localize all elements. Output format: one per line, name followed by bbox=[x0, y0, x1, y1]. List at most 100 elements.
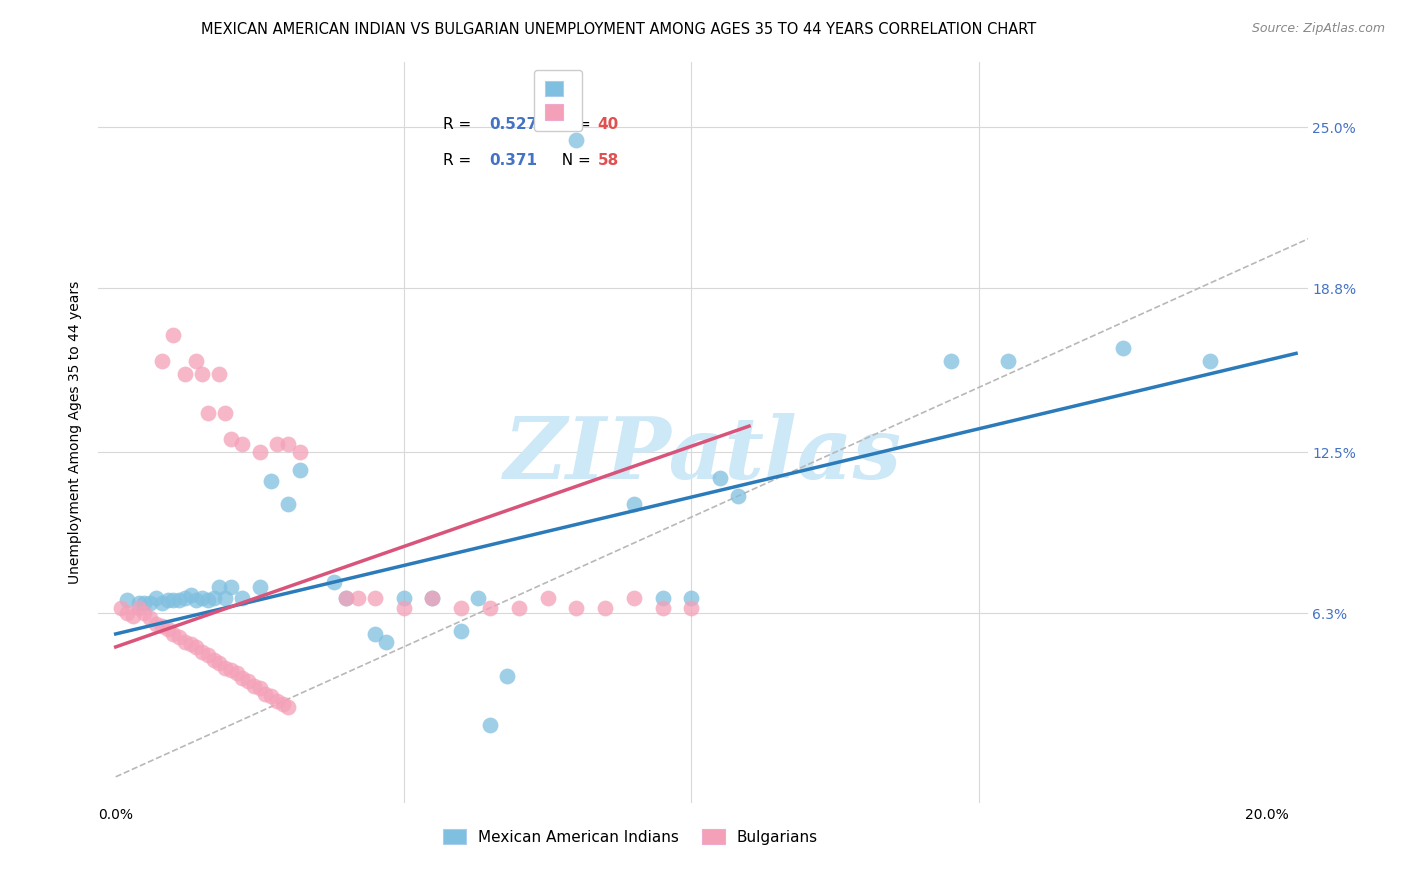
Point bbox=[150, 354, 173, 368]
Point bbox=[122, 608, 145, 623]
Point bbox=[128, 596, 150, 610]
Point bbox=[202, 653, 225, 667]
Point bbox=[335, 591, 357, 605]
Point bbox=[128, 601, 150, 615]
Point bbox=[277, 699, 299, 714]
Point bbox=[478, 718, 501, 732]
Point bbox=[225, 665, 247, 680]
Point bbox=[651, 601, 673, 615]
Point bbox=[162, 328, 184, 343]
Point bbox=[335, 591, 357, 605]
Point bbox=[1112, 341, 1135, 355]
Text: 40: 40 bbox=[598, 117, 619, 132]
Point bbox=[1198, 354, 1220, 368]
Point bbox=[288, 445, 311, 459]
Point bbox=[156, 622, 179, 636]
Y-axis label: Unemployment Among Ages 35 to 44 years: Unemployment Among Ages 35 to 44 years bbox=[69, 281, 83, 584]
Point bbox=[681, 601, 703, 615]
Point bbox=[150, 596, 173, 610]
Point bbox=[260, 474, 283, 488]
Point bbox=[214, 591, 236, 605]
Point bbox=[197, 593, 219, 607]
Point bbox=[271, 697, 294, 711]
Text: MEXICAN AMERICAN INDIAN VS BULGARIAN UNEMPLOYMENT AMONG AGES 35 TO 44 YEARS CORR: MEXICAN AMERICAN INDIAN VS BULGARIAN UNE… bbox=[201, 22, 1036, 37]
Point bbox=[593, 601, 616, 615]
Point bbox=[214, 406, 236, 420]
Point bbox=[219, 432, 242, 446]
Point bbox=[208, 367, 231, 381]
Legend: Mexican American Indians, Bulgarians: Mexican American Indians, Bulgarians bbox=[437, 822, 824, 851]
Point bbox=[565, 133, 588, 147]
Point bbox=[249, 580, 271, 594]
Point bbox=[219, 580, 242, 594]
Point bbox=[139, 611, 162, 625]
Point bbox=[254, 687, 277, 701]
Point bbox=[392, 591, 415, 605]
Point bbox=[681, 591, 703, 605]
Text: 58: 58 bbox=[598, 153, 619, 168]
Point bbox=[478, 601, 501, 615]
Point bbox=[565, 601, 588, 615]
Point bbox=[139, 596, 162, 610]
Point bbox=[243, 679, 266, 693]
Point bbox=[727, 489, 749, 503]
Text: R =: R = bbox=[443, 153, 477, 168]
Point bbox=[145, 591, 167, 605]
Point bbox=[249, 445, 271, 459]
Point bbox=[134, 606, 156, 620]
Point bbox=[214, 661, 236, 675]
Point bbox=[422, 591, 444, 605]
Point bbox=[180, 637, 202, 651]
Text: 0.527: 0.527 bbox=[489, 117, 537, 132]
Point bbox=[623, 591, 645, 605]
Point bbox=[145, 616, 167, 631]
Point bbox=[231, 591, 253, 605]
Point bbox=[197, 648, 219, 662]
Point bbox=[186, 640, 208, 654]
Point bbox=[939, 354, 962, 368]
Text: N =: N = bbox=[551, 117, 596, 132]
Point bbox=[191, 591, 214, 605]
Point bbox=[173, 367, 195, 381]
Point bbox=[467, 591, 489, 605]
Point bbox=[997, 354, 1019, 368]
Point bbox=[115, 606, 138, 620]
Point bbox=[150, 619, 173, 633]
Text: Source: ZipAtlas.com: Source: ZipAtlas.com bbox=[1251, 22, 1385, 36]
Point bbox=[450, 601, 472, 615]
Point bbox=[167, 593, 190, 607]
Point bbox=[219, 663, 242, 677]
Point bbox=[202, 591, 225, 605]
Point bbox=[277, 497, 299, 511]
Point bbox=[191, 645, 214, 659]
Point bbox=[392, 601, 415, 615]
Point bbox=[162, 627, 184, 641]
Point bbox=[180, 588, 202, 602]
Point bbox=[231, 437, 253, 451]
Point bbox=[191, 367, 214, 381]
Point bbox=[197, 406, 219, 420]
Point bbox=[375, 634, 398, 648]
Point bbox=[364, 591, 387, 605]
Point bbox=[288, 463, 311, 477]
Point bbox=[496, 668, 519, 682]
Point bbox=[162, 593, 184, 607]
Point bbox=[623, 497, 645, 511]
Point bbox=[115, 593, 138, 607]
Point bbox=[651, 591, 673, 605]
Point bbox=[422, 591, 444, 605]
Point bbox=[266, 694, 288, 708]
Point bbox=[134, 596, 156, 610]
Point bbox=[508, 601, 530, 615]
Point bbox=[323, 574, 346, 589]
Point bbox=[536, 591, 558, 605]
Point bbox=[173, 591, 195, 605]
Text: 0.371: 0.371 bbox=[489, 153, 537, 168]
Point bbox=[110, 601, 132, 615]
Point bbox=[266, 437, 288, 451]
Point bbox=[346, 591, 368, 605]
Point bbox=[260, 690, 283, 704]
Point bbox=[208, 656, 231, 670]
Point bbox=[277, 437, 299, 451]
Point bbox=[236, 673, 259, 688]
